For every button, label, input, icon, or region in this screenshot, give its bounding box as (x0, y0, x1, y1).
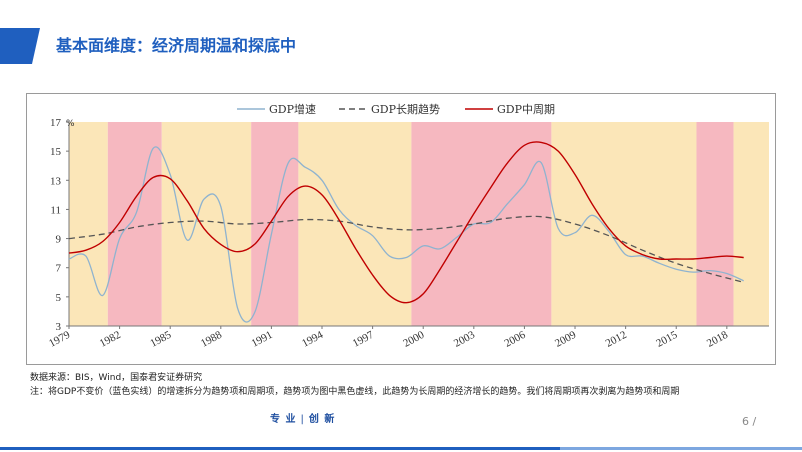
section-number: 01 (8, 5, 34, 30)
legend-label-2: GDP中周期 (497, 103, 555, 116)
legend-label-0: GDP增速 (269, 102, 316, 116)
x-tick-label: 1991 (249, 329, 274, 350)
x-tick-label: 1979 (47, 329, 72, 350)
x-tick-label: 1994 (300, 329, 325, 350)
y-tick-label: 17 (50, 117, 62, 129)
footnote: 注：将GDP不变价（蓝色实线）的增速拆分为趋势项和周期项，趋势项为图中黑色虚线，… (30, 387, 680, 397)
series-line-0 (68, 146, 744, 323)
x-tick-label: 2009 (553, 329, 579, 350)
shaded-period-normal (733, 122, 769, 326)
source-note: 数据来源：BIS，Wind，国泰君安证券研究 (30, 373, 203, 383)
y-tick-label: 11 (50, 204, 61, 216)
shaded-period-normal (551, 122, 697, 326)
y-tick-label: 3 (56, 321, 62, 333)
series-line-1 (68, 215, 744, 283)
x-tick-label: 1997 (351, 329, 376, 350)
shaded-period-contraction (696, 122, 734, 326)
shaded-period-normal (161, 122, 252, 326)
legend-label-1: GDP长期趋势 (371, 103, 440, 116)
page-title: 基本面维度：经济周期温和探底中 (56, 36, 297, 55)
gdp-cycle-chart: 3 5 7 9 11 13 15 17 % 1979 1982 1985 1988 1991 1994 199… (47, 102, 769, 350)
x-tick-label: 2012 (604, 329, 629, 350)
slogan-innovation: 创 新 (308, 414, 336, 425)
x-tick-label: 2018 (705, 329, 731, 350)
series-line-2 (68, 141, 744, 304)
section-number-badge (0, 28, 40, 64)
x-tick-label: 2003 (452, 329, 477, 350)
x-tick-label: 1988 (199, 329, 224, 350)
y-unit-label: % (66, 119, 75, 129)
shaded-period-normal (69, 122, 108, 326)
chart-frame: 3 5 7 9 11 13 15 17% 1979 1982 1985 1988 1991 1994 199… (26, 93, 776, 365)
footer-slogan: 专 业 | 创 新 (270, 414, 336, 425)
slogan-professional: 专 业 (270, 414, 297, 425)
y-tick-label: 5 (56, 292, 62, 304)
shaded-period-normal (298, 122, 412, 326)
y-tick-label: 15 (50, 146, 62, 158)
x-tick-label: 1985 (148, 329, 173, 350)
footer-decoration (0, 447, 802, 450)
x-tick-label: 2015 (654, 329, 680, 350)
y-tick-label: 13 (50, 175, 62, 187)
x-tick-label: 2000 (401, 329, 426, 350)
y-tick-label: 7 (56, 263, 62, 275)
x-tick-label: 2006 (502, 329, 527, 350)
x-tick-label: 1982 (98, 329, 123, 350)
y-tick-label: 9 (56, 234, 62, 246)
page-number: 6 / (742, 415, 757, 428)
